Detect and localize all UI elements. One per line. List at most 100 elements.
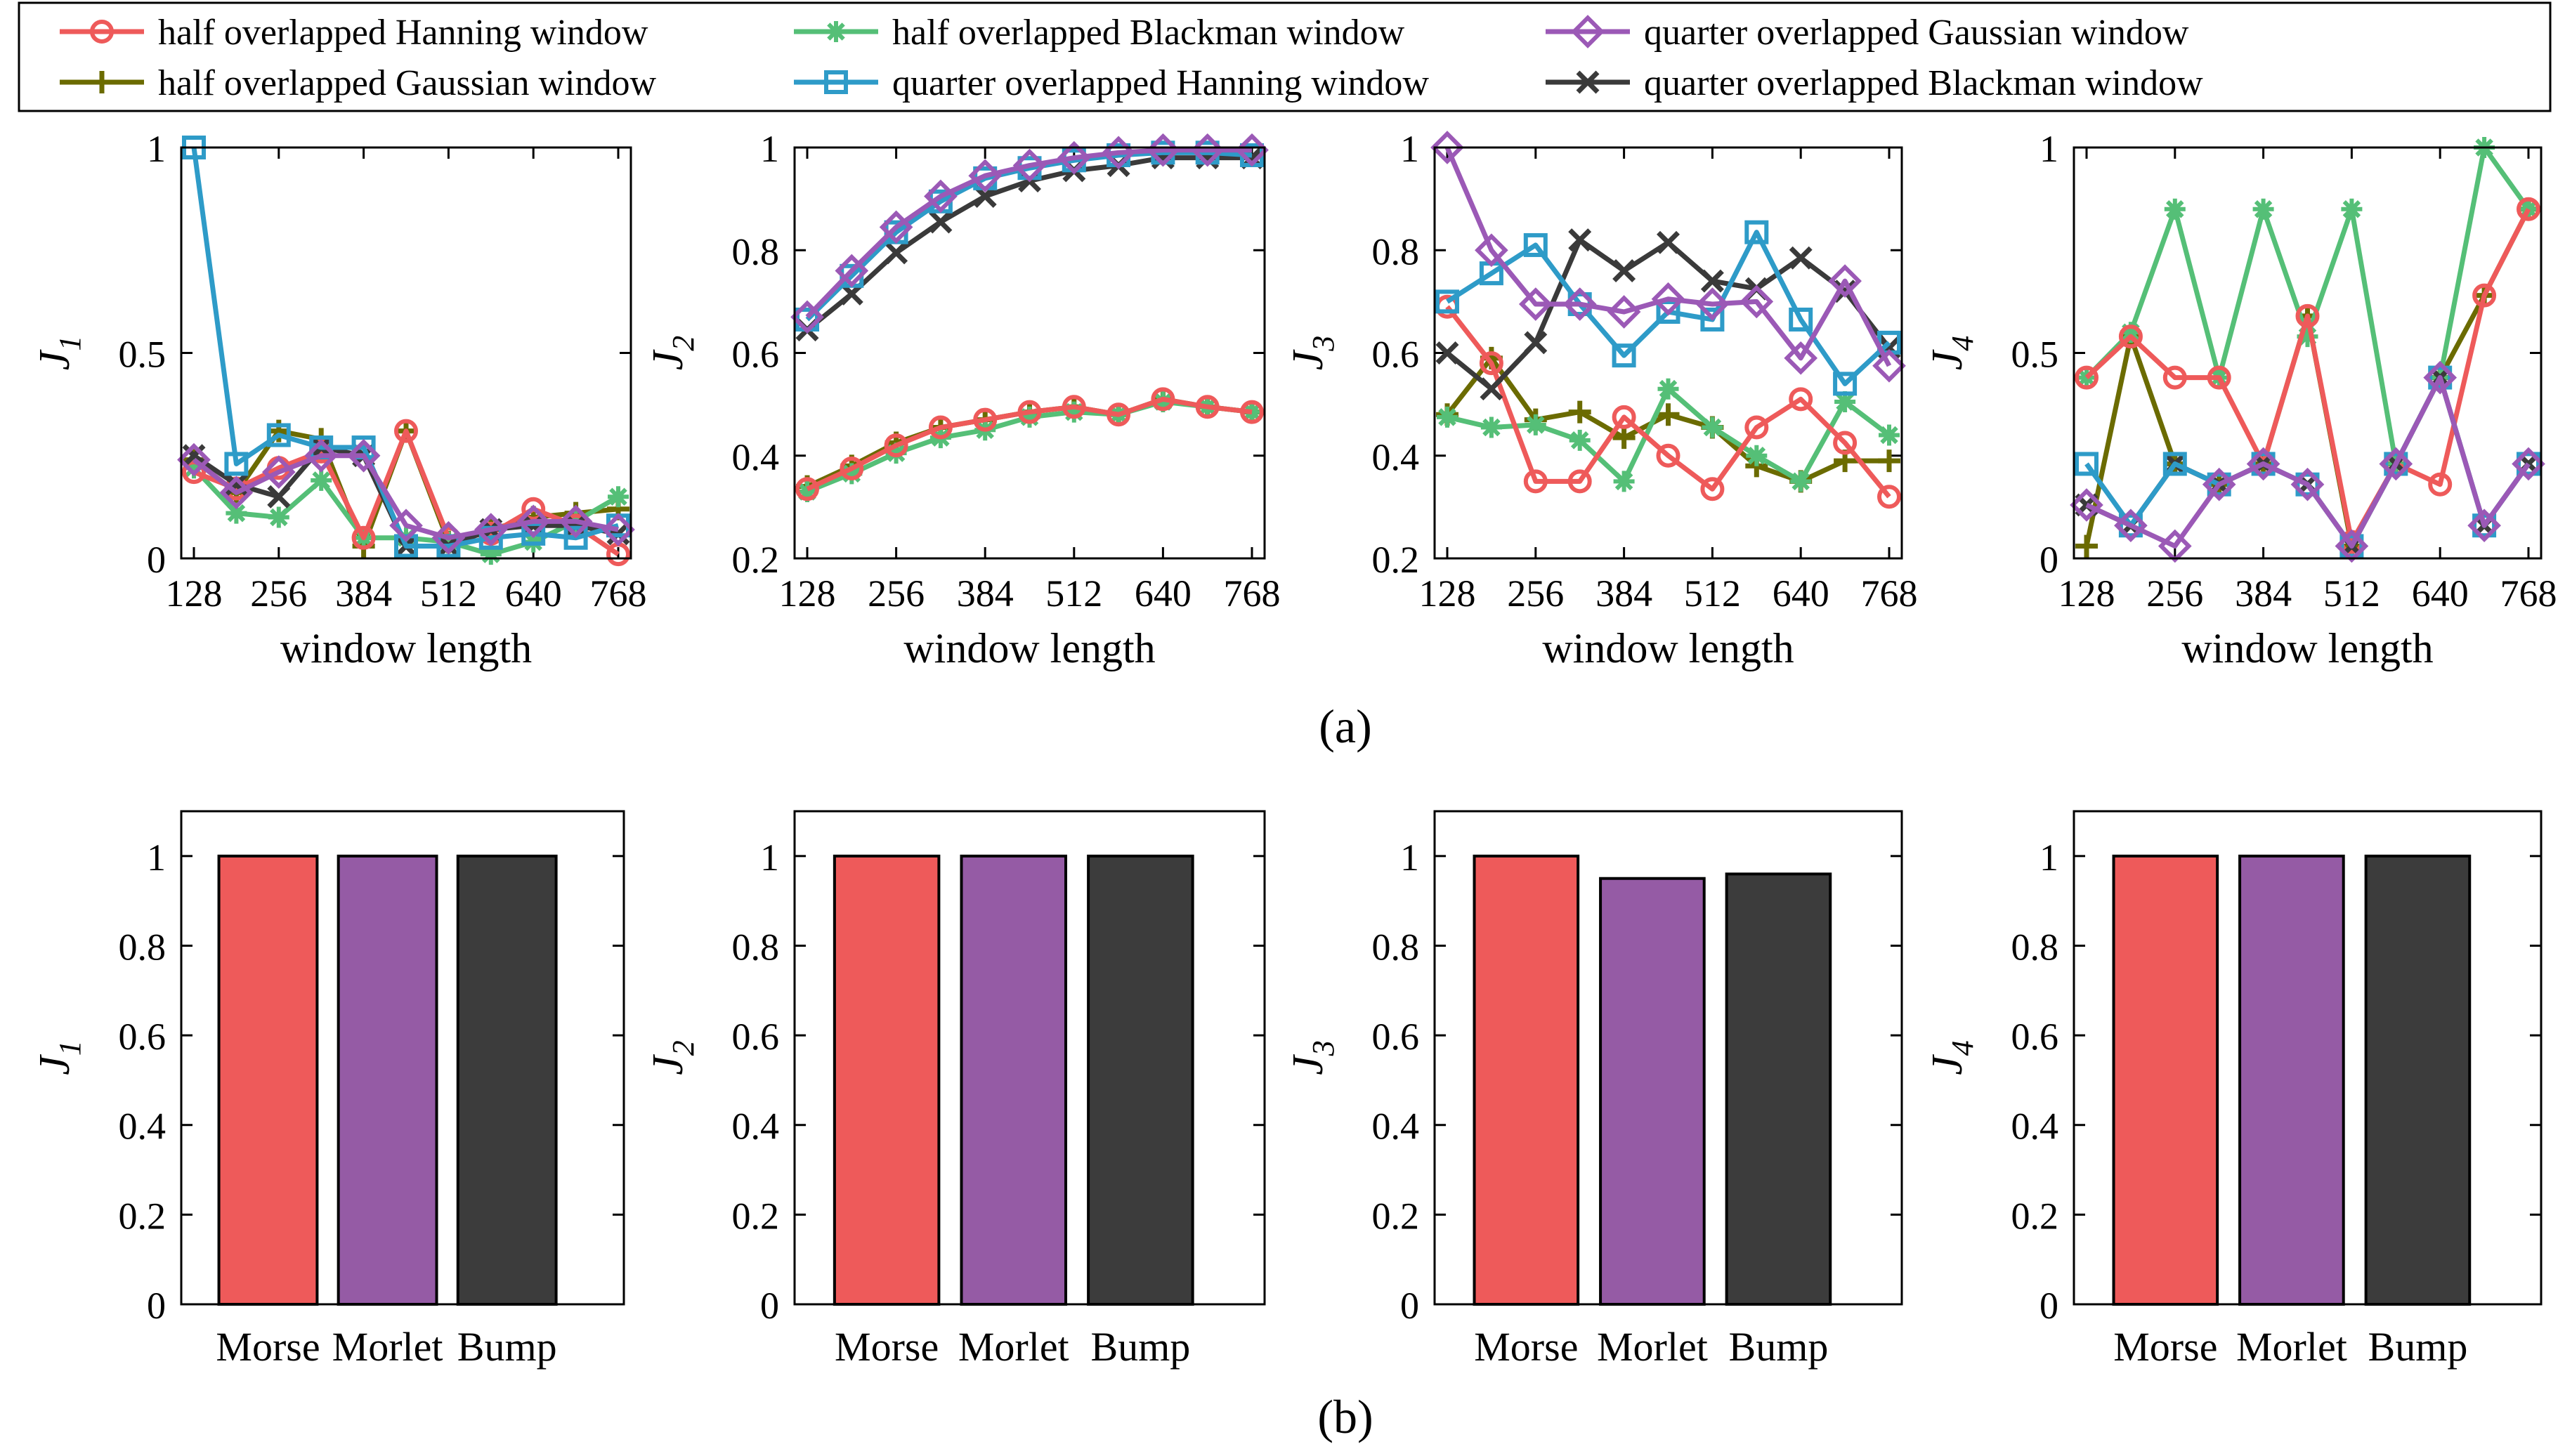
data-point-quarter-overlapped-hanning-window [2295, 472, 2320, 497]
y-tick-label: 0.8 [2011, 926, 2059, 968]
x-tick-label-morlet: Morlet [332, 1324, 443, 1370]
data-point-half-overlapped-blackman-window [841, 463, 863, 485]
data-point-quarter-overlapped-blackman-window [1568, 228, 1592, 252]
caption-a: (a) [1319, 700, 1371, 753]
legend-marker-half-overlapped-hanning-window [90, 20, 114, 44]
data-point-half-overlapped-hanning-window [840, 457, 864, 481]
chart-panel-6: J2 0 0.2 0.4 0.6 0.8 1 Morse Morlet Bump [644, 810, 1266, 1370]
data-point-quarter-overlapped-gaussian-window [346, 438, 381, 473]
y-axis-label-main: J [1924, 1054, 1971, 1075]
data-point-half-overlapped-blackman-window [1657, 378, 1679, 400]
x-tick-label: 512 [1045, 572, 1102, 615]
data-point-half-overlapped-hanning-window [795, 477, 819, 501]
data-point-quarter-overlapped-gaussian-window [1518, 287, 1553, 321]
series-quarter-overlapped-blackman-window [1435, 228, 1901, 401]
bar-morlet [960, 854, 1068, 1306]
data-point-half-overlapped-blackman-window [797, 480, 818, 502]
data-point-quarter-overlapped-gaussian-window [2158, 529, 2192, 563]
data-point-quarter-overlapped-gaussian-window [2070, 488, 2103, 522]
data-point-quarter-overlapped-hanning-window [2517, 452, 2540, 476]
series-quarter-overlapped-gaussian-window [177, 438, 635, 555]
data-point-half-overlapped-hanning-window [351, 525, 376, 550]
x-tick-label: 384 [1595, 572, 1652, 615]
data-point-quarter-overlapped-hanning-window [2118, 513, 2143, 538]
x-tick-label: 640 [1135, 572, 1192, 615]
data-point-quarter-overlapped-gaussian-window [1430, 131, 1464, 164]
data-point-quarter-overlapped-hanning-window [2339, 534, 2364, 558]
x-axis-label: window length [1542, 625, 1794, 671]
y-axis-label-subscript: 4 [1945, 1040, 1980, 1056]
legend-entry-quarter-overlapped-hanning-window: quarter overlapped Hanning window [794, 63, 1429, 103]
y-tick-label: 0.4 [1372, 1106, 1420, 1148]
data-point-quarter-overlapped-hanning-window [1833, 372, 1858, 396]
data-point-quarter-overlapped-hanning-window [266, 423, 291, 447]
data-point-half-overlapped-hanning-window [2472, 283, 2497, 308]
data-point-quarter-overlapped-hanning-window [1612, 343, 1636, 368]
data-point-half-overlapped-hanning-window [1744, 415, 1769, 440]
series-quarter-overlapped-gaussian-window [1430, 131, 1906, 383]
legend-entry-half-overlapped-blackman-window: half overlapped Blackman window [794, 13, 1405, 53]
series-line-quarter-overlapped-hanning-window [1446, 230, 1891, 386]
x-tick-label: 640 [1773, 572, 1829, 615]
data-point-half-overlapped-blackman-window [608, 486, 629, 508]
y-axis-label-subscript: 2 [666, 1040, 700, 1056]
x-tick-label: 512 [420, 572, 477, 615]
data-point-half-overlapped-blackman-window [2297, 326, 2318, 348]
data-point-quarter-overlapped-gaussian-window [1235, 133, 1269, 167]
data-point-half-overlapped-blackman-window [1879, 424, 1900, 446]
data-point-quarter-overlapped-gaussian-window [219, 476, 254, 510]
y-tick-label: 0.8 [1372, 230, 1420, 273]
x-tick-label-bump: Bump [457, 1324, 557, 1370]
x-tick-label: 768 [1861, 572, 1918, 615]
y-tick-label: 0.6 [2011, 1016, 2059, 1058]
x-tick-label: 256 [2146, 572, 2203, 615]
data-point-quarter-overlapped-gaussian-window [1057, 140, 1091, 175]
data-point-half-overlapped-blackman-window [1437, 406, 1458, 428]
legend-entry-quarter-overlapped-blackman-window: quarter overlapped Blackman window [1546, 63, 2203, 103]
data-point-half-overlapped-hanning-window [1877, 485, 1901, 509]
data-point-half-overlapped-hanning-window [1523, 469, 1548, 494]
data-point-half-overlapped-hanning-window [1612, 405, 1636, 429]
x-axis-label: window length [280, 625, 532, 671]
x-tick-label-bump: Bump [1090, 1324, 1190, 1370]
data-point-quarter-overlapped-gaussian-window [1012, 148, 1047, 183]
y-axis-label: J1 [31, 336, 87, 371]
y-axis-label-main: J [31, 1054, 79, 1075]
y-tick-label: 1 [760, 128, 779, 170]
y-axis-label-main: J [31, 349, 79, 370]
series-quarter-overlapped-gaussian-window [2070, 360, 2545, 563]
data-point-quarter-overlapped-hanning-window [1700, 307, 1725, 332]
data-point-half-overlapped-blackman-window [1746, 445, 1768, 466]
data-point-half-overlapped-hanning-window [1062, 395, 1086, 419]
data-point-quarter-overlapped-gaussian-window [2512, 447, 2545, 481]
data-point-quarter-overlapped-gaussian-window [1695, 287, 1730, 321]
data-point-quarter-overlapped-hanning-window [1744, 220, 1769, 244]
x-tick-label-morlet: Morlet [2236, 1324, 2347, 1370]
x-tick-label-morlet: Morlet [958, 1324, 1069, 1370]
data-point-quarter-overlapped-gaussian-window [1740, 284, 1774, 319]
data-point-quarter-overlapped-blackman-window [1700, 269, 1724, 293]
chart-panel-7: J3 0 0.2 0.4 0.6 0.8 1 Morse Morlet Bump [1284, 810, 1903, 1370]
legend-label-quarter-overlapped-gaussian-window: quarter overlapped Gaussian window [1644, 13, 2189, 53]
data-point-half-overlapped-gaussian-window [2075, 534, 2098, 558]
data-point-quarter-overlapped-gaussian-window [474, 513, 508, 546]
bar-morse [217, 854, 319, 1306]
legend-entry-half-overlapped-hanning-window: half overlapped Hanning window [60, 13, 648, 53]
series-half-overlapped-gaussian-window [1436, 346, 1900, 493]
y-tick-label: 1 [2039, 837, 2058, 879]
y-tick-label: 0.8 [732, 926, 780, 968]
data-point-quarter-overlapped-blackman-window [885, 241, 908, 265]
y-tick-label: 0.8 [119, 926, 167, 968]
y-tick-label: 1 [147, 837, 166, 879]
data-point-half-overlapped-hanning-window [928, 415, 953, 440]
y-axis-label: J3 [1284, 336, 1340, 371]
data-point-half-overlapped-hanning-window [2428, 472, 2453, 497]
y-tick-label: 0.4 [732, 1106, 780, 1148]
data-point-quarter-overlapped-gaussian-window [559, 504, 593, 539]
data-point-half-overlapped-blackman-window [885, 442, 907, 464]
y-tick-label: 0.5 [119, 334, 167, 376]
data-point-half-overlapped-blackman-window [1569, 429, 1591, 451]
